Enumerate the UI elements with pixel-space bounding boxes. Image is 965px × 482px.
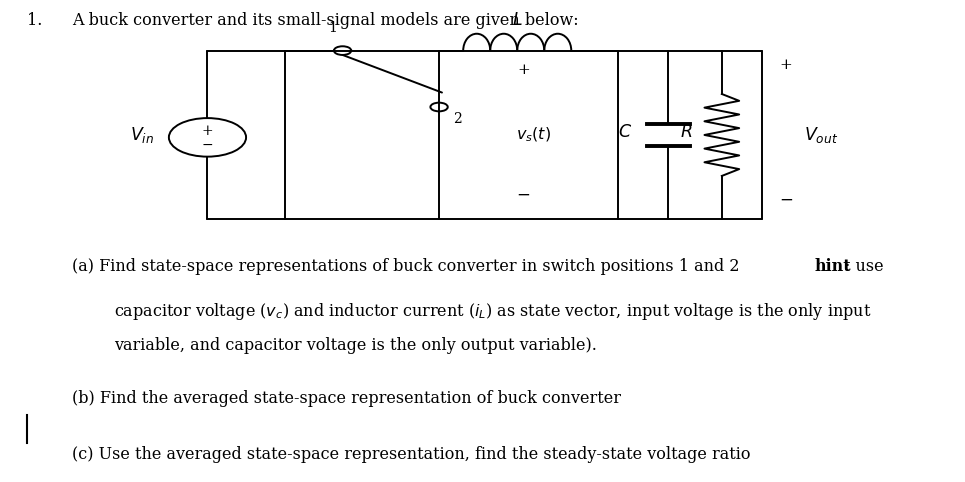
Text: +: + [517,63,530,77]
Text: −: − [202,137,213,152]
Text: $V_{in}$: $V_{in}$ [130,125,154,145]
Text: : use: : use [845,258,884,275]
Text: $R$: $R$ [680,124,693,141]
Text: 2: 2 [454,112,462,126]
Text: A buck converter and its small-signal models are given below:: A buck converter and its small-signal mo… [72,12,579,29]
Text: (a) Find state-space representations of buck converter in switch positions 1 and: (a) Find state-space representations of … [72,258,745,275]
Text: +: + [780,58,792,72]
Text: −: − [516,187,531,204]
Text: $V_{out}$: $V_{out}$ [804,125,838,145]
Text: (c) Use the averaged state-space representation, find the steady-state voltage r: (c) Use the averaged state-space represe… [72,446,751,463]
Text: 1: 1 [328,21,338,35]
Text: +: + [202,124,213,138]
Text: 1.: 1. [27,12,42,29]
Text: capacitor voltage ($v_c$) and inductor current ($i_L$) as state vector, input vo: capacitor voltage ($v_c$) and inductor c… [114,301,871,322]
Text: $L$: $L$ [511,12,523,29]
Text: $C$: $C$ [618,124,632,141]
Text: $v_s(t)$: $v_s(t)$ [515,126,551,144]
Text: (b) Find the averaged state-space representation of buck converter: (b) Find the averaged state-space repres… [72,390,621,407]
Text: hint: hint [814,258,851,275]
Text: variable, and capacitor voltage is the only output variable).: variable, and capacitor voltage is the o… [114,337,596,354]
Text: −: − [780,191,793,209]
